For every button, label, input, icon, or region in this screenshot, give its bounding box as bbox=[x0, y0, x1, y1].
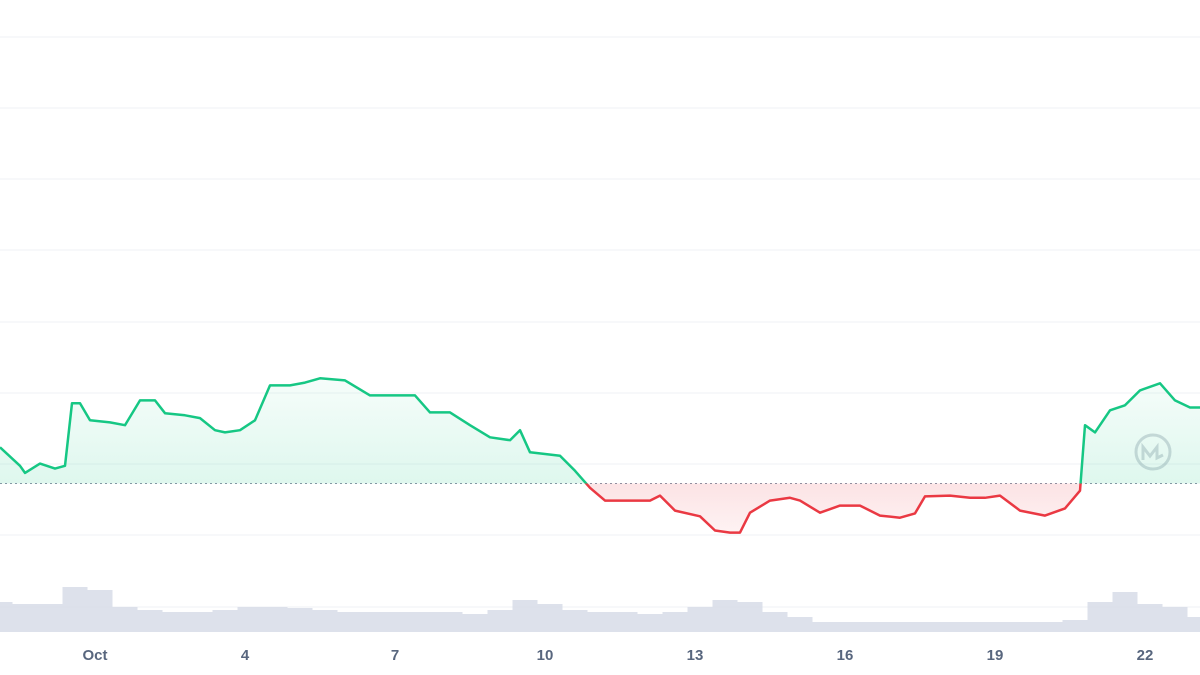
grid bbox=[0, 36, 1200, 608]
volume-bar bbox=[562, 610, 588, 632]
volume-bar bbox=[837, 622, 863, 632]
volume-bar bbox=[612, 612, 638, 632]
volume-bar bbox=[487, 610, 513, 632]
volume-bar bbox=[512, 600, 538, 632]
volume-bar bbox=[137, 610, 163, 632]
volume-bar bbox=[0, 602, 13, 632]
volume-bar bbox=[812, 622, 838, 632]
x-tick-label: 7 bbox=[391, 647, 399, 664]
volume-bar bbox=[287, 608, 313, 632]
volume-bar bbox=[737, 602, 763, 632]
volume-bar bbox=[262, 607, 288, 632]
volume-bar bbox=[937, 622, 963, 632]
x-tick-label: 13 bbox=[687, 647, 704, 664]
volume-bar bbox=[887, 622, 913, 632]
area-fill bbox=[0, 378, 1200, 533]
volume-bar bbox=[387, 612, 413, 632]
volume-bar bbox=[162, 612, 188, 632]
volume-bar bbox=[312, 610, 338, 632]
volume-bar bbox=[1162, 607, 1188, 632]
volume-bar bbox=[187, 612, 213, 632]
volume-bar bbox=[212, 610, 238, 632]
volume-bar bbox=[462, 614, 488, 632]
volume-bar bbox=[1037, 622, 1063, 632]
volume-bar bbox=[662, 612, 688, 632]
volume-bar bbox=[412, 612, 438, 632]
volume-bar bbox=[1062, 620, 1088, 632]
x-tick-label: 19 bbox=[987, 647, 1004, 664]
volume-bar bbox=[1187, 617, 1200, 632]
volume-bar bbox=[537, 604, 563, 632]
volume-bar bbox=[37, 604, 63, 632]
volume-bar bbox=[787, 617, 813, 632]
x-tick-label: 16 bbox=[837, 647, 854, 664]
volume-bar bbox=[912, 622, 938, 632]
volume-bar bbox=[62, 587, 88, 632]
volume-bar bbox=[1112, 592, 1138, 632]
volume-bar bbox=[12, 604, 38, 632]
x-tick-label: 22 bbox=[1137, 647, 1154, 664]
volume-bar bbox=[337, 612, 363, 632]
x-tick-label: 4 bbox=[241, 647, 250, 664]
volume-bar bbox=[762, 612, 788, 632]
volume-bar bbox=[437, 612, 463, 632]
volume-bar bbox=[712, 600, 738, 632]
volume-bar bbox=[1012, 622, 1038, 632]
x-tick-label: Oct bbox=[82, 647, 107, 664]
volume-bar bbox=[987, 622, 1013, 632]
volume-bar bbox=[1137, 604, 1163, 632]
volume-bar bbox=[1087, 602, 1113, 632]
price-line bbox=[0, 377, 1200, 534]
volume-bar bbox=[362, 612, 388, 632]
volume-bar bbox=[687, 607, 713, 632]
volume-bar bbox=[87, 590, 113, 632]
volume-bar bbox=[962, 622, 988, 632]
volume-bar bbox=[587, 612, 613, 632]
volume-bar bbox=[237, 607, 263, 632]
x-tick-label: 10 bbox=[537, 647, 554, 664]
volume-bar bbox=[637, 614, 663, 632]
volume-bar bbox=[112, 607, 138, 632]
volume-bar bbox=[862, 622, 888, 632]
